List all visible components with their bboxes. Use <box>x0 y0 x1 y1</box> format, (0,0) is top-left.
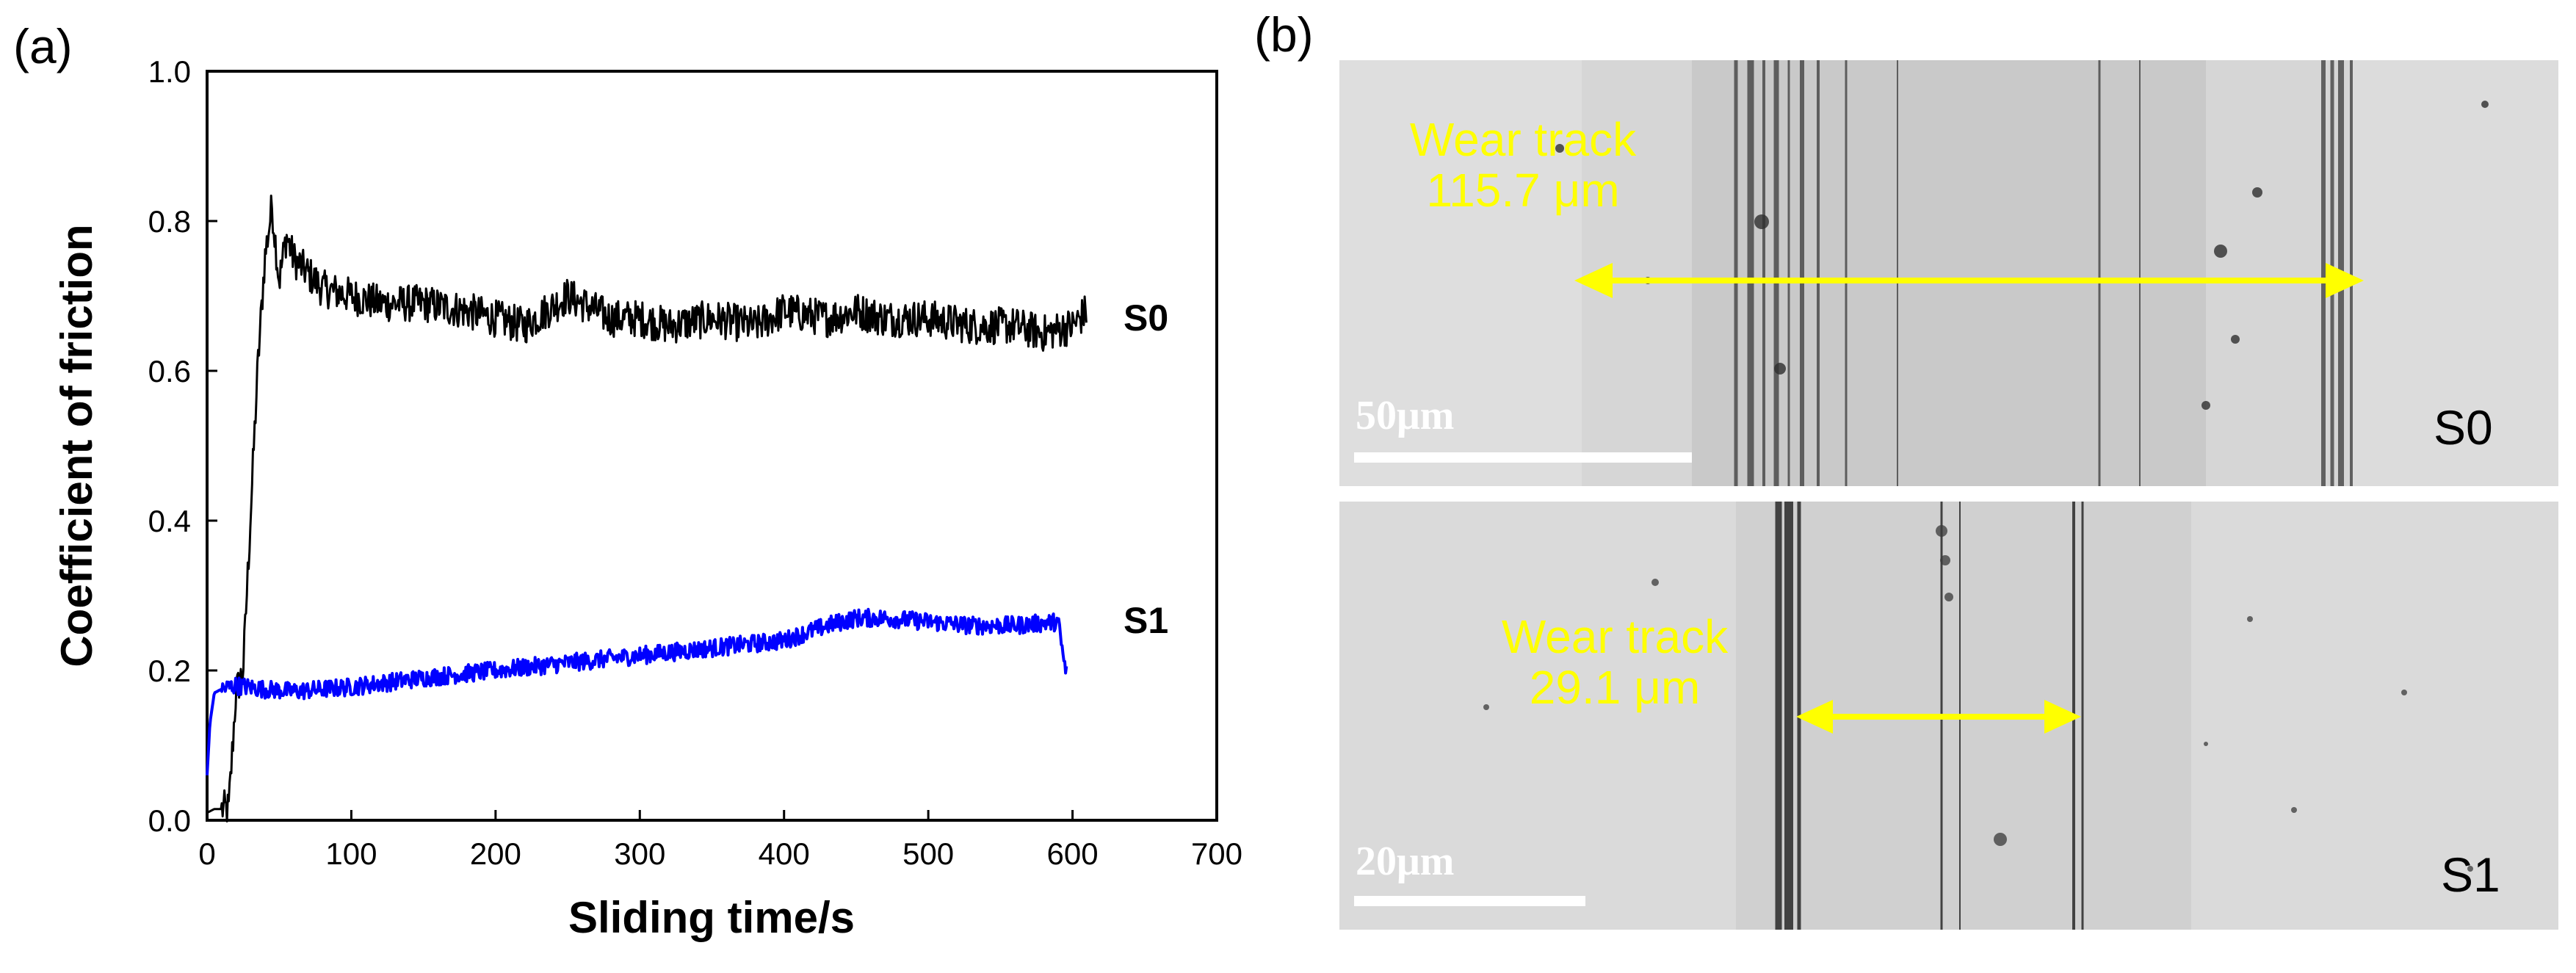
friction-chart: 0 100 200 300 400 500 600 700 0.0 0.2 0.4 0.6 0.8 1.0… <box>52 54 1242 942</box>
series-line-s0 <box>206 195 1088 822</box>
wear-track-label-s0: Wear track 115.7 μm <box>1391 113 1655 217</box>
wear-track-arrow-s0 <box>1354 263 2364 463</box>
x-tick-label-600: 600 <box>1047 836 1099 871</box>
plot-frame <box>206 70 1218 822</box>
series-label-s1: S1 <box>1124 600 1168 641</box>
y-tick-label-1: 0.2 <box>148 654 191 688</box>
y-tick-label-2: 0.4 <box>148 504 191 538</box>
y-tick-label-5: 1.0 <box>148 54 191 89</box>
y-tick-label-3: 0.6 <box>148 354 191 388</box>
x-tick-label-200: 200 <box>470 836 521 871</box>
series-line-s1 <box>206 607 1068 775</box>
series-label-s0: S0 <box>1124 297 1168 339</box>
micrograph-s1: Wear track 29.1 μm 20μm S1 <box>1339 502 2558 930</box>
micrograph-s0-image <box>1339 60 2558 486</box>
y-tick-label-0: 0.0 <box>148 803 191 838</box>
x-tick-label-0: 0 <box>198 836 215 871</box>
panel-label-b: (b) <box>1254 7 1314 62</box>
x-tick-label-300: 300 <box>614 836 665 871</box>
wear-track-arrow-s1 <box>1354 700 2081 906</box>
wear-track-title-s0: Wear track <box>1409 113 1637 166</box>
y-axis-label: Coefficient of friction <box>52 224 101 667</box>
x-tick-label-400: 400 <box>759 836 810 871</box>
series-lines <box>206 195 1088 822</box>
x-tick-label-100: 100 <box>325 836 377 871</box>
y-tick-label-4: 0.8 <box>148 204 191 239</box>
micrograph-s0: Wear track 115.7 μm 50μm S0 <box>1339 60 2558 486</box>
x-axis-label: Sliding time/s <box>568 893 855 942</box>
x-tick-label-500: 500 <box>902 836 954 871</box>
sample-label-s1: S1 <box>2441 847 2500 902</box>
axis-ticks: 0 100 200 300 400 500 600 700 0.0 0.2 0.4 0.6 0.8 1.0 <box>148 54 1242 871</box>
scale-bar-label-s1: 20μm <box>1356 839 1455 884</box>
scale-bar-label-s0: 50μm <box>1356 393 1455 438</box>
wear-track-width-s0: 115.7 μm <box>1426 164 1620 217</box>
sample-label-s0: S0 <box>2434 400 2493 455</box>
wear-track-label-s1: Wear track 29.1 μm <box>1450 610 1780 715</box>
wear-track-title-s1: Wear track <box>1501 610 1729 663</box>
panel-label-a: (a) <box>13 19 73 73</box>
wear-track-width-s1: 29.1 μm <box>1529 661 1701 715</box>
x-tick-label-700: 700 <box>1191 836 1242 871</box>
